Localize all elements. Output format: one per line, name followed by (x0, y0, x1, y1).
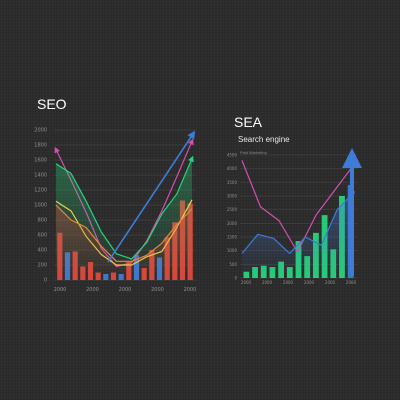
seo-y-tick-label: 600 (37, 233, 47, 239)
seo-x-tick-label: 2000 (86, 287, 99, 293)
seo-y-tick-label: 2000 (34, 128, 47, 134)
sea-x-tick-label: 2000 (346, 280, 357, 285)
seo-chart-title: SEO (37, 96, 67, 112)
sea-y-tick-label: 4000 (227, 166, 238, 171)
sea-chart-caption: Paid Marketing (240, 150, 267, 155)
seo-y-tick-label: 800 (37, 218, 47, 224)
sea-y-tick-label: 3000 (227, 194, 238, 199)
sea-x-tick-label: 2000 (304, 280, 315, 285)
seo-y-tick-label: 1400 (34, 173, 47, 179)
sea-chart-title: SEA (234, 114, 263, 130)
sea-y-tick-label: 0 (234, 276, 237, 281)
sea-x-tick-label: 2000 (241, 280, 252, 285)
seo-y-tick-label: 400 (37, 248, 47, 254)
sea-x-tick-label: 2000 (325, 280, 336, 285)
seo-trend-arrow (107, 130, 196, 263)
sea-y-tick-label: 1500 (227, 235, 238, 240)
sea-y-tick-label: 4500 (227, 153, 238, 158)
seo-y-tick-label: 1600 (34, 158, 47, 164)
sea-area-blue (242, 193, 353, 278)
seo-x-tick-label: 2000 (119, 287, 132, 293)
sea-y-tick-label: 3500 (227, 180, 238, 185)
seo-line-orange (55, 204, 193, 262)
seo-line-green (55, 155, 194, 260)
seo-x-tick-label: 2000 (151, 287, 164, 293)
seo-area-orange (56, 205, 192, 280)
seo-y-tick-label: 1200 (34, 188, 47, 194)
sea-x-tick-label: 2000 (262, 280, 273, 285)
sea-x-tick-label: 2000 (283, 280, 294, 285)
seo-x-tick-label: 2000 (54, 287, 67, 293)
seo-x-tick-label: 2000 (184, 287, 197, 293)
seo-y-tick-label: 0 (44, 278, 47, 284)
sea-line-blue (241, 191, 356, 254)
sea-y-tick-label: 500 (229, 262, 237, 267)
seo-y-tick-label: 200 (37, 263, 47, 269)
seo-y-tick-label: 1000 (34, 203, 47, 209)
sea-y-tick-label: 2500 (227, 207, 238, 212)
sea-y-tick-label: 1000 (227, 248, 238, 253)
seo-y-tick-label: 1800 (34, 143, 47, 149)
sea-y-tick-label: 2000 (227, 221, 238, 226)
sea-chart-subtitle: Search engine (238, 135, 290, 144)
